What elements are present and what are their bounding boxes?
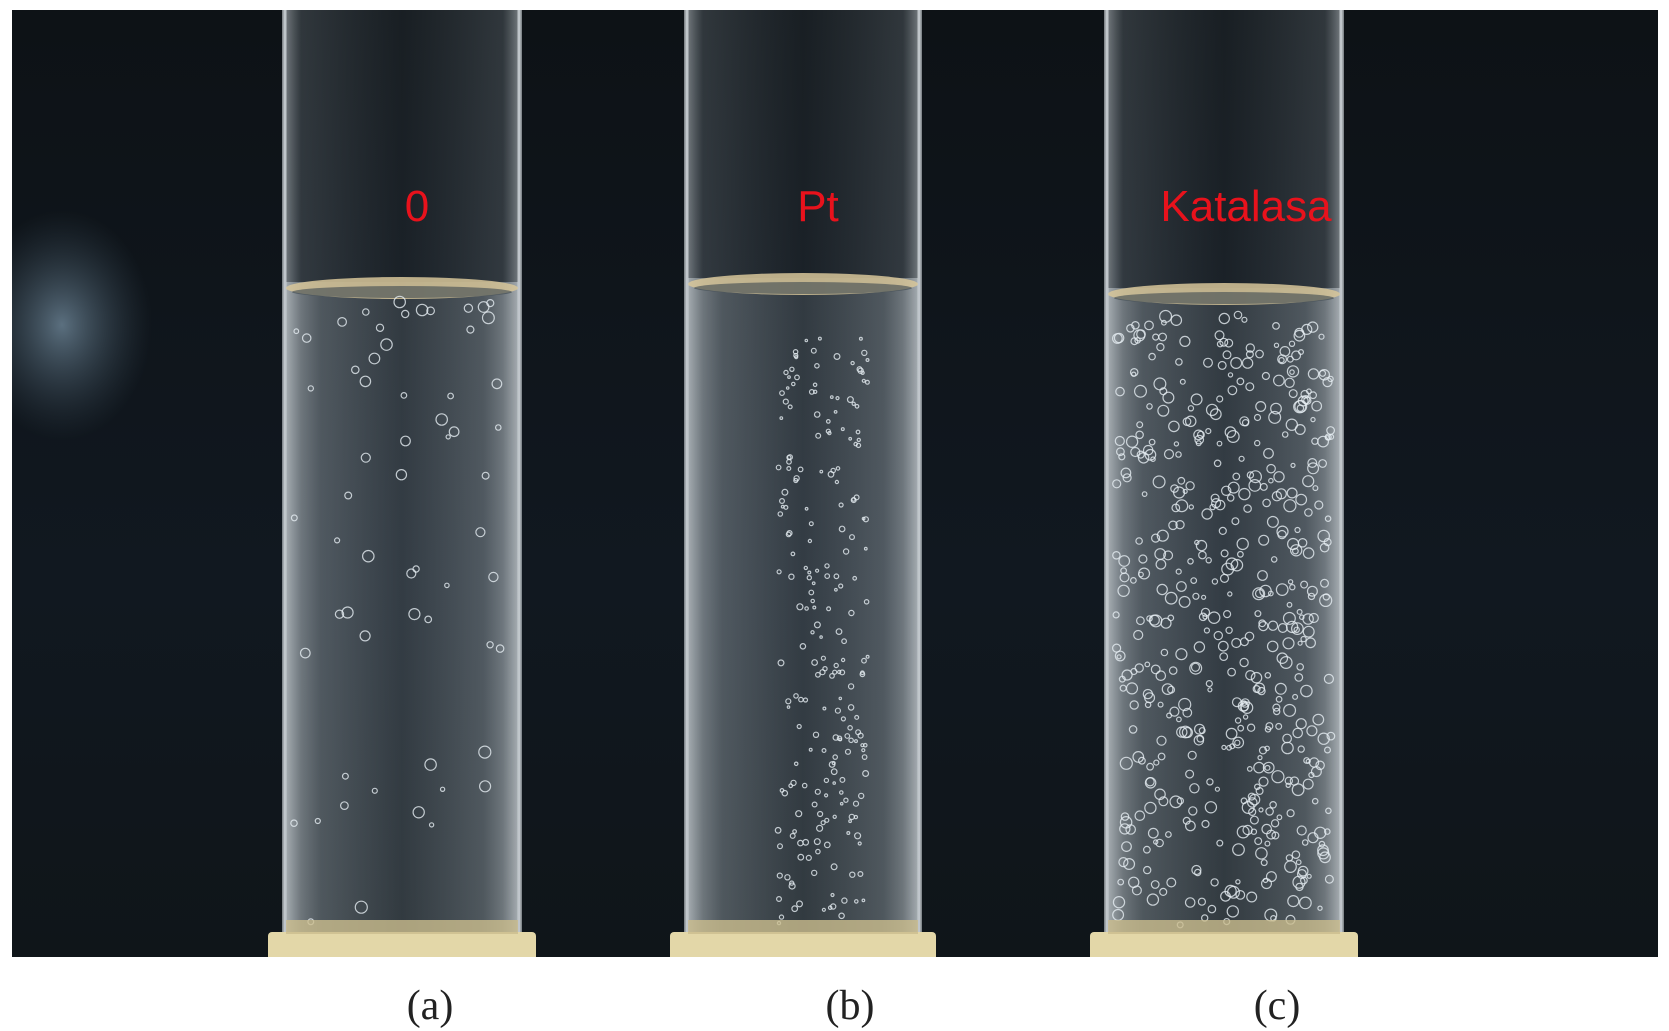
meniscus-shadow — [1114, 292, 1334, 304]
test-tubes-scene — [12, 10, 1358, 957]
tube-liquid — [286, 282, 518, 937]
background-blur-patch — [12, 210, 152, 440]
tube-label-0: 0 — [404, 182, 430, 231]
bubbles — [290, 295, 505, 926]
bubbles — [774, 336, 870, 926]
bubbles — [1111, 309, 1336, 929]
tube-stopper — [268, 932, 536, 957]
tube-stopper — [670, 932, 936, 957]
tube-bottom-residue — [1108, 920, 1340, 934]
test-tube-a — [268, 10, 536, 957]
test-tubes-photo: 0 Pt Katalasa — [12, 10, 1658, 957]
test-tube-b — [670, 10, 936, 957]
tube-bottom-residue — [286, 920, 518, 934]
caption-a: (a) — [406, 983, 454, 1029]
test-tube-c — [1090, 10, 1358, 957]
tube-label-pt: Pt — [797, 182, 839, 231]
tube-stopper — [1090, 932, 1358, 957]
tube-label-katalasa: Katalasa — [1160, 182, 1332, 231]
tube-bottom-residue — [688, 920, 918, 934]
meniscus-shadow — [292, 286, 512, 298]
meniscus-shadow — [694, 282, 912, 294]
caption-b: (b) — [825, 983, 875, 1029]
caption-c: (c) — [1253, 983, 1301, 1029]
